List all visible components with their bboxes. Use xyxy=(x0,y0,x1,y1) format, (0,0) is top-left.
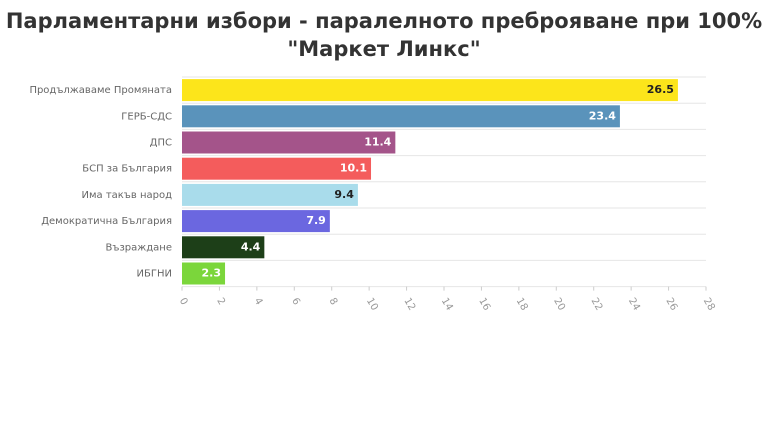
y-tick-label: ГЕРБ-СДС xyxy=(121,111,172,122)
bar xyxy=(182,210,330,233)
value-label: 9.4 xyxy=(334,188,354,201)
bar xyxy=(182,105,620,128)
y-tick-label: Има такъв народ xyxy=(81,190,172,201)
chart-subtitle: "Маркет Линкс" xyxy=(287,37,480,61)
value-label: 7.9 xyxy=(306,214,326,227)
x-tick-label: 20 xyxy=(551,296,567,313)
x-tick-label: 16 xyxy=(476,296,492,313)
x-tick-label: 12 xyxy=(401,296,417,313)
y-tick-label: Продължаваме Промяната xyxy=(29,85,172,96)
x-tick-label: 28 xyxy=(701,296,717,313)
x-tick-label: 10 xyxy=(364,296,380,313)
x-tick-label: 0 xyxy=(177,296,190,307)
bar xyxy=(182,79,678,102)
y-tick-label: Възраждане xyxy=(106,242,172,253)
x-tick-label: 26 xyxy=(663,296,679,313)
y-tick-label: ДПС xyxy=(150,138,172,149)
x-tick-label: 6 xyxy=(289,296,302,307)
x-tick-label: 14 xyxy=(439,296,455,313)
bar xyxy=(182,262,226,285)
value-label: 11.4 xyxy=(364,136,391,149)
value-label: 10.1 xyxy=(340,162,367,175)
y-tick-label: БСП за България xyxy=(82,164,172,175)
x-tick-label: 22 xyxy=(589,296,605,313)
value-label: 26.5 xyxy=(647,83,674,96)
x-tick-label: 2 xyxy=(214,296,227,307)
y-tick-label: ИБГНИ xyxy=(137,269,172,280)
value-label: 23.4 xyxy=(589,109,616,122)
x-tick-label: 18 xyxy=(514,296,530,313)
x-tick-label: 24 xyxy=(626,296,642,313)
x-tick-label: 4 xyxy=(252,296,265,307)
bar xyxy=(182,183,358,206)
bar xyxy=(182,131,396,154)
chart-title: Парламентарни избори - паралелното пребр… xyxy=(6,9,762,33)
bar xyxy=(182,157,372,180)
value-label: 2.3 xyxy=(202,267,222,280)
bar xyxy=(182,236,265,259)
value-label: 4.4 xyxy=(241,240,261,253)
x-tick-label: 8 xyxy=(327,296,340,307)
y-tick-label: Демократична България xyxy=(41,216,172,227)
